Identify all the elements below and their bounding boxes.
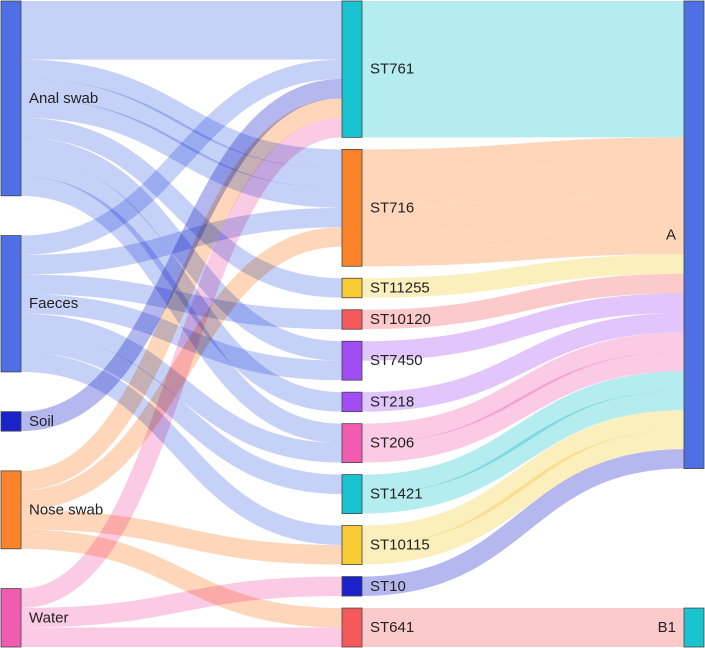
node-bar-anal-swab bbox=[0, 0, 22, 197]
node-label-st641: ST641 bbox=[370, 619, 414, 636]
node-bar-soil bbox=[0, 411, 22, 432]
node-faeces: Faeces bbox=[0, 235, 78, 373]
link-st10120-to-a bbox=[361, 273, 685, 330]
node-st7450: ST7450 bbox=[341, 340, 423, 381]
link-st10115-to-a bbox=[361, 410, 685, 546]
node-nose-swab: Nose swab bbox=[0, 470, 103, 550]
node-st10120: ST10120 bbox=[341, 309, 431, 330]
node-bar-st10120 bbox=[341, 309, 363, 330]
link-st218-to-a bbox=[361, 312, 685, 412]
node-label-st206: ST206 bbox=[370, 435, 414, 452]
link-st11255-to-a bbox=[361, 254, 685, 298]
link-water-to-st761 bbox=[20, 117, 343, 609]
link-st716-to-a bbox=[361, 176, 685, 208]
node-bar-st10115 bbox=[341, 525, 363, 565]
node-bar-b1 bbox=[683, 607, 705, 648]
node-label-st218: ST218 bbox=[370, 393, 414, 410]
link-faeces-to-st761 bbox=[20, 59, 343, 256]
links-layer bbox=[20, 0, 685, 647]
node-label-water: Water bbox=[29, 609, 68, 626]
link-faeces-to-st1421 bbox=[20, 332, 343, 495]
node-label-st1421: ST1421 bbox=[370, 486, 423, 503]
link-water-to-st10 bbox=[20, 576, 343, 628]
node-bar-nose-swab bbox=[0, 470, 22, 550]
node-bar-faeces bbox=[0, 235, 22, 373]
node-label-st716: ST716 bbox=[370, 199, 414, 216]
node-bar-water bbox=[0, 588, 22, 648]
node-b1: B1 bbox=[658, 607, 705, 648]
node-bar-st10 bbox=[341, 576, 363, 597]
node-label-st7450: ST7450 bbox=[370, 352, 423, 369]
link-anal-swab-to-st716 bbox=[20, 78, 343, 189]
link-st206-to-a bbox=[361, 332, 685, 444]
node-label-anal-swab: Anal swab bbox=[29, 90, 98, 107]
link-anal-swab-to-st11255 bbox=[20, 117, 343, 298]
link-st206-to-a bbox=[361, 351, 685, 463]
node-bar-st218 bbox=[341, 391, 363, 413]
link-st716-to-a bbox=[361, 137, 685, 169]
link-st716-to-a bbox=[361, 215, 685, 247]
node-bar-st641 bbox=[341, 607, 363, 648]
node-label-st10: ST10 bbox=[370, 578, 406, 595]
node-st10: ST10 bbox=[341, 576, 406, 597]
node-label-nose-swab: Nose swab bbox=[29, 501, 103, 518]
node-st641: ST641 bbox=[341, 607, 414, 648]
node-bar-st7450 bbox=[341, 340, 363, 381]
node-soil: Soil bbox=[0, 411, 54, 432]
node-label-st10115: ST10115 bbox=[370, 537, 430, 554]
node-st11255: ST11255 bbox=[341, 277, 430, 299]
node-bar-st1421 bbox=[341, 474, 363, 514]
node-st761: ST761 bbox=[341, 0, 414, 138]
link-st716-to-a bbox=[361, 195, 685, 228]
node-st1421: ST1421 bbox=[341, 474, 423, 514]
node-label-st761: ST761 bbox=[370, 61, 414, 78]
link-nose-swab-to-st641 bbox=[20, 529, 343, 628]
node-label-b1: B1 bbox=[658, 619, 676, 636]
node-water: Water bbox=[0, 588, 68, 648]
link-st10-to-a bbox=[361, 449, 685, 597]
link-st10115-to-a bbox=[361, 429, 685, 565]
node-label-faeces: Faeces bbox=[29, 295, 78, 312]
node-bar-a bbox=[683, 0, 705, 469]
link-faeces-to-st10115 bbox=[20, 352, 343, 546]
node-label-soil: Soil bbox=[29, 413, 54, 430]
node-anal-swab: Anal swab bbox=[0, 0, 98, 197]
node-label-a: A bbox=[666, 226, 676, 243]
node-st716: ST716 bbox=[341, 148, 414, 267]
node-bar-st761 bbox=[341, 0, 363, 138]
link-st1421-to-a bbox=[361, 390, 685, 514]
link-nose-swab-to-st761 bbox=[20, 98, 343, 491]
node-bar-st716 bbox=[341, 148, 363, 267]
node-a: A bbox=[666, 0, 705, 469]
node-st218: ST218 bbox=[341, 391, 414, 413]
node-label-st10120: ST10120 bbox=[370, 311, 431, 328]
link-st7450-to-a bbox=[361, 293, 685, 361]
node-label-st11255: ST11255 bbox=[370, 280, 430, 297]
node-st10115: ST10115 bbox=[341, 525, 430, 565]
link-st716-to-a bbox=[361, 234, 685, 267]
link-soil-to-st761 bbox=[20, 78, 343, 432]
link-nose-swab-to-st10115 bbox=[20, 509, 343, 565]
node-st206: ST206 bbox=[341, 423, 414, 464]
link-st1421-to-a bbox=[361, 371, 685, 495]
node-bar-st11255 bbox=[341, 277, 363, 299]
node-bar-st206 bbox=[341, 423, 363, 464]
link-st716-to-a bbox=[361, 156, 685, 189]
